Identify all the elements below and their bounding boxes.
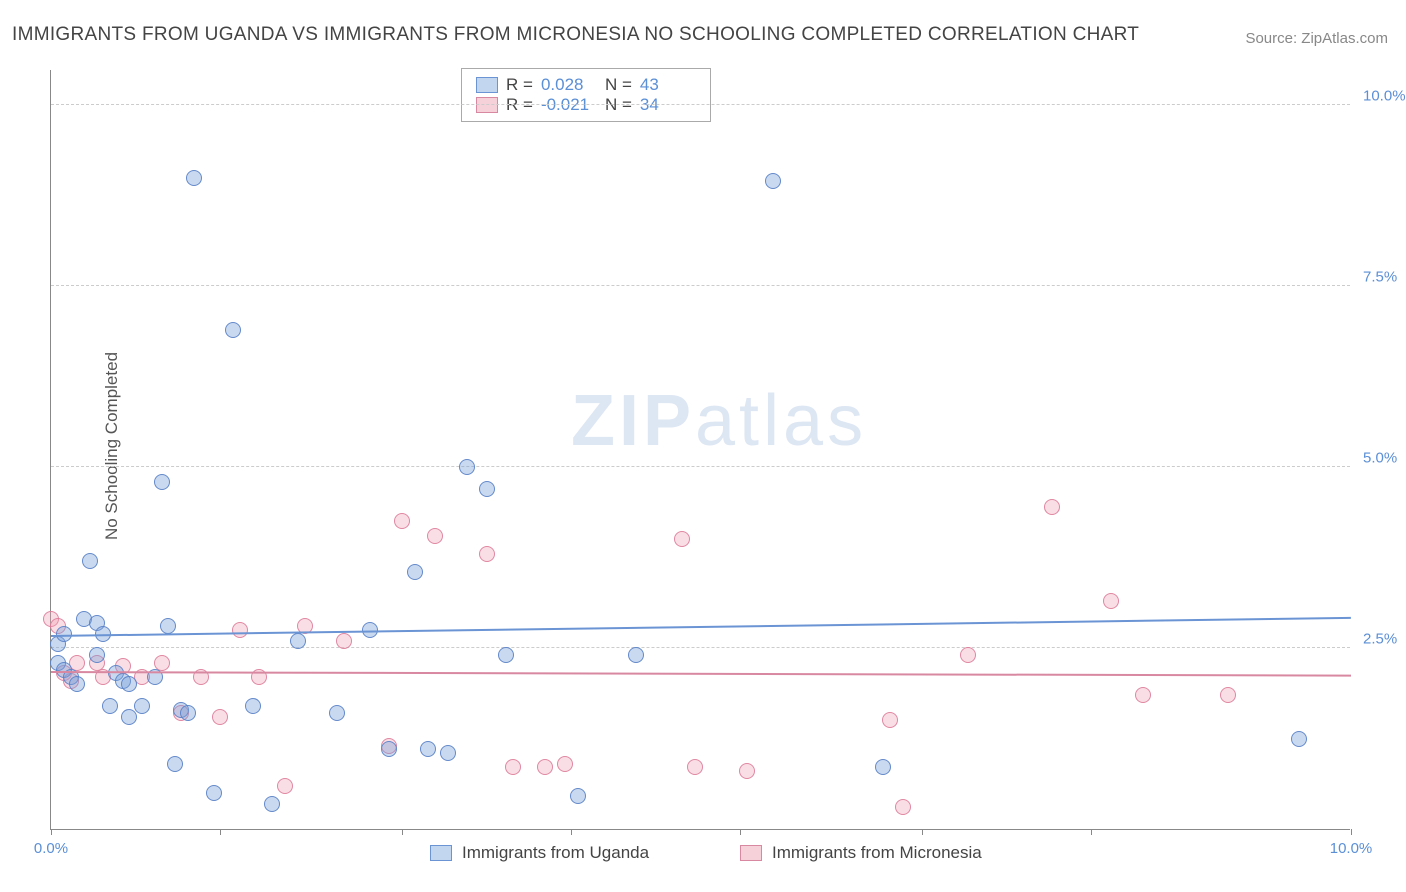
legend-label-uganda: Immigrants from Uganda (462, 843, 649, 863)
data-point-blue (89, 647, 105, 663)
data-point-pink (277, 778, 293, 794)
data-point-blue (479, 481, 495, 497)
data-point-blue (407, 564, 423, 580)
data-point-blue (56, 626, 72, 642)
data-point-blue (82, 553, 98, 569)
gridline (51, 285, 1350, 286)
data-point-blue (1291, 731, 1307, 747)
data-point-blue (381, 741, 397, 757)
x-tick (220, 829, 221, 835)
data-point-pink (1220, 687, 1236, 703)
data-point-pink (674, 531, 690, 547)
x-tick (402, 829, 403, 835)
data-point-pink (1044, 499, 1060, 515)
data-point-pink (1103, 593, 1119, 609)
stat-r-value: 0.028 (541, 75, 597, 95)
y-tick-label: 2.5% (1363, 631, 1397, 648)
swatch-pink-icon (740, 845, 762, 861)
data-point-pink (479, 546, 495, 562)
gridline (51, 104, 1350, 105)
x-tick (922, 829, 923, 835)
watermark-bold: ZIP (571, 381, 695, 461)
gridline (51, 466, 1350, 467)
data-point-blue (206, 785, 222, 801)
data-point-blue (134, 698, 150, 714)
data-point-blue (420, 741, 436, 757)
data-point-blue (765, 173, 781, 189)
data-point-blue (69, 676, 85, 692)
data-point-blue (245, 698, 261, 714)
data-point-blue (121, 676, 137, 692)
swatch-blue-icon (476, 77, 498, 93)
data-point-pink (537, 759, 553, 775)
x-tick (51, 829, 52, 835)
x-tick (1351, 829, 1352, 835)
data-point-pink (505, 759, 521, 775)
data-point-blue (459, 459, 475, 475)
stat-n-value: 43 (640, 75, 696, 95)
x-tick-label: 0.0% (34, 840, 68, 857)
x-tick (1091, 829, 1092, 835)
legend-label-micronesia: Immigrants from Micronesia (772, 843, 982, 863)
data-point-pink (212, 709, 228, 725)
x-tick-label: 10.0% (1330, 840, 1373, 857)
data-point-pink (394, 513, 410, 529)
x-tick (571, 829, 572, 835)
data-point-pink (557, 756, 573, 772)
stat-r-label: R = (506, 75, 533, 95)
data-point-blue (167, 756, 183, 772)
legend-micronesia: Immigrants from Micronesia (740, 843, 982, 863)
source-label: Source: ZipAtlas.com (1245, 30, 1388, 47)
data-point-blue (121, 709, 137, 725)
regression-line-pink (51, 671, 1351, 677)
stat-n-label: N = (605, 75, 632, 95)
x-tick (740, 829, 741, 835)
data-point-blue (329, 705, 345, 721)
data-point-pink (232, 622, 248, 638)
page-title: IMMIGRANTS FROM UGANDA VS IMMIGRANTS FRO… (12, 24, 1139, 46)
data-point-pink (336, 633, 352, 649)
y-tick-label: 10.0% (1363, 88, 1406, 105)
data-point-blue (570, 788, 586, 804)
watermark-rest: atlas (695, 381, 867, 461)
swatch-blue-icon (430, 845, 452, 861)
data-point-blue (498, 647, 514, 663)
legend-uganda: Immigrants from Uganda (430, 843, 649, 863)
data-point-blue (225, 322, 241, 338)
data-point-blue (180, 705, 196, 721)
data-point-pink (895, 799, 911, 815)
data-point-blue (440, 745, 456, 761)
data-point-pink (739, 763, 755, 779)
y-tick-label: 5.0% (1363, 450, 1397, 467)
gridline (51, 647, 1350, 648)
data-point-pink (882, 712, 898, 728)
data-point-blue (628, 647, 644, 663)
data-point-blue (264, 796, 280, 812)
data-point-pink (427, 528, 443, 544)
data-point-blue (154, 474, 170, 490)
data-point-pink (960, 647, 976, 663)
watermark: ZIPatlas (571, 380, 867, 462)
data-point-blue (290, 633, 306, 649)
data-point-pink (687, 759, 703, 775)
y-tick-label: 7.5% (1363, 269, 1397, 286)
data-point-blue (102, 698, 118, 714)
stats-row: R = 0.028 N = 43 (476, 75, 696, 95)
stats-legend-box: R =0.028N =43R =-0.021N =34 (461, 68, 711, 122)
data-point-blue (160, 618, 176, 634)
data-point-blue (186, 170, 202, 186)
data-point-blue (875, 759, 891, 775)
scatter-plot: ZIPatlas R =0.028N =43R =-0.021N =34 2.5… (50, 70, 1350, 830)
data-point-pink (1135, 687, 1151, 703)
